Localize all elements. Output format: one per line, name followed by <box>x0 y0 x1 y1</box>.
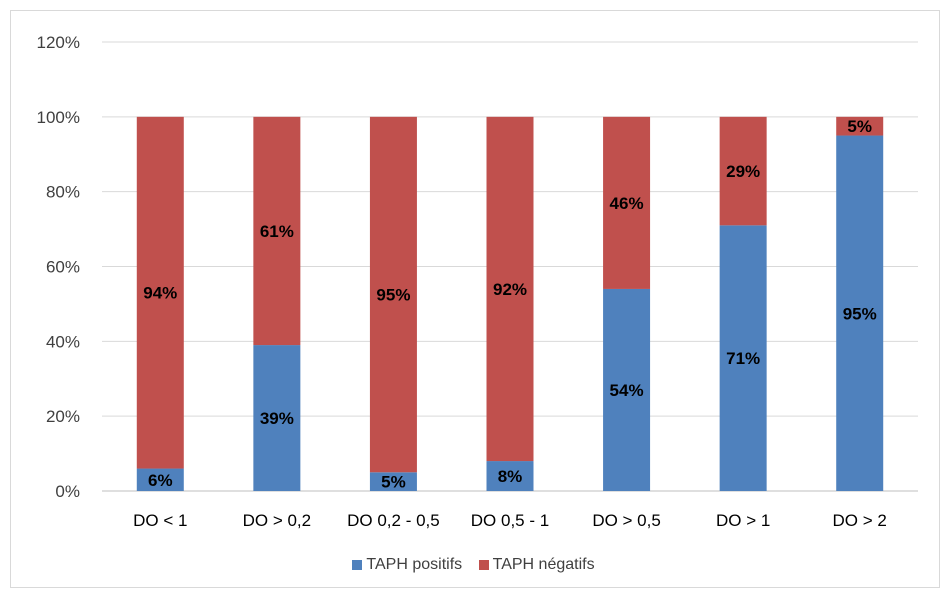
bar-negatifs <box>603 116 651 289</box>
data-label: 95% <box>843 304 877 323</box>
data-label: 54% <box>610 381 644 400</box>
y-tick-label: 60% <box>46 258 80 277</box>
legend-item-positifs: TAPH positifs <box>352 556 462 574</box>
y-tick-label: 80% <box>46 183 80 202</box>
data-label: 95% <box>376 286 410 305</box>
x-tick-label: DO > 0,5 <box>592 511 661 530</box>
legend-item-negatifs: TAPH négatifs <box>478 556 595 574</box>
x-tick-label: DO 0,2 - 0,5 <box>347 511 440 530</box>
bar-positifs <box>136 468 184 491</box>
data-label: 71% <box>726 349 760 368</box>
x-tick-label: DO > 2 <box>833 511 887 530</box>
bar-negatifs <box>836 116 884 136</box>
legend-swatch-negatifs <box>478 559 489 570</box>
x-tick-label: DO 0,5 - 1 <box>471 511 549 530</box>
data-label: 5% <box>381 473 406 492</box>
bar-positifs <box>603 288 651 491</box>
data-label: 92% <box>493 280 527 299</box>
bar-negatifs <box>253 116 301 346</box>
bar-negatifs <box>136 116 184 469</box>
data-label: 46% <box>610 194 644 213</box>
data-label: 39% <box>260 409 294 428</box>
bar-positifs <box>836 135 884 491</box>
chart-frame <box>10 10 940 588</box>
y-tick-label: 0% <box>55 482 80 501</box>
bar-negatifs <box>486 116 534 462</box>
data-label: 29% <box>726 162 760 181</box>
data-label: 6% <box>148 471 173 490</box>
legend-swatch-positifs <box>352 559 363 570</box>
x-tick-label: DO > 0,2 <box>243 511 312 530</box>
bar-negatifs <box>719 116 767 226</box>
x-tick-label: DO < 1 <box>133 511 187 530</box>
bar-negatifs <box>369 116 417 473</box>
data-label: 8% <box>498 467 523 486</box>
data-label: 61% <box>260 222 294 241</box>
data-label: 94% <box>143 284 177 303</box>
bar-positifs <box>486 461 534 491</box>
bar-positifs <box>719 225 767 491</box>
y-tick-label: 120% <box>37 33 80 52</box>
y-tick-label: 40% <box>46 332 80 351</box>
y-tick-label: 100% <box>37 108 80 127</box>
y-tick-label: 20% <box>46 407 80 426</box>
x-tick-label: DO > 1 <box>716 511 770 530</box>
bar-positifs <box>253 345 301 491</box>
legend-label-negatifs: TAPH négatifs <box>492 556 595 573</box>
legend-label-positifs: TAPH positifs <box>366 556 463 573</box>
data-label: 5% <box>847 117 872 136</box>
bar-positifs <box>369 472 417 491</box>
legend: TAPH positifs TAPH négatifs <box>0 556 947 574</box>
